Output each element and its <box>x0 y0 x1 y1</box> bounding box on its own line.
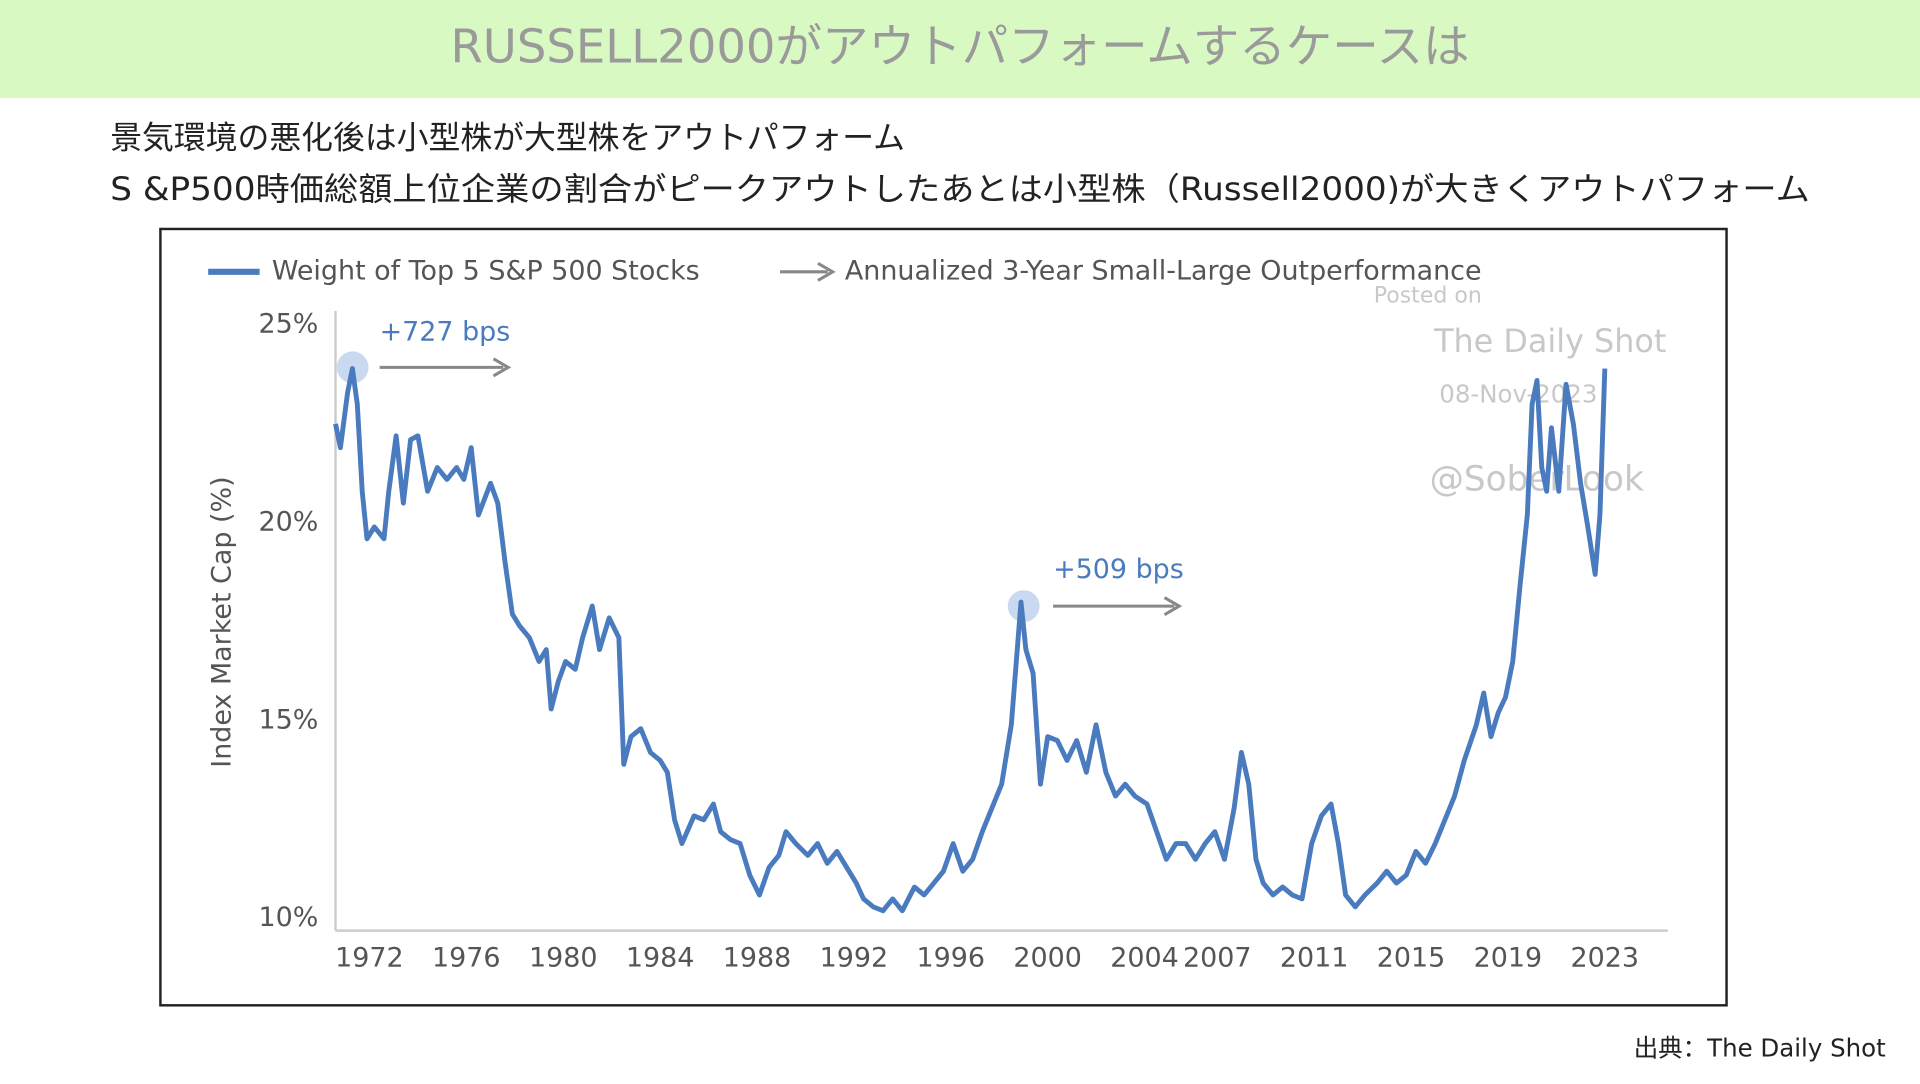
x-tick-label: 1992 <box>820 942 889 973</box>
x-tick-label: 2023 <box>1571 942 1640 973</box>
subtitle: 景気環境の悪化後は小型株が大型株をアウトパフォーム <box>110 119 905 157</box>
x-tick-label: 2007 <box>1183 942 1252 973</box>
y-tick-label: 15% <box>259 704 319 735</box>
title-bar <box>0 0 1920 98</box>
x-tick-label: 1984 <box>626 942 695 973</box>
x-tick-label: 1980 <box>529 942 598 973</box>
annotation: +509 bps <box>1053 554 1184 585</box>
x-tick-label: 1996 <box>917 942 986 973</box>
x-tick-label: 1988 <box>723 942 792 973</box>
x-tick-label: 2015 <box>1377 942 1446 973</box>
legend-label: Annualized 3-Year Small-Large Outperform… <box>845 255 1482 286</box>
x-tick-label: 1972 <box>335 942 404 973</box>
x-tick-label: 2004 <box>1110 942 1179 973</box>
watermark: Posted on <box>1374 283 1482 308</box>
x-tick-label: 2000 <box>1013 942 1082 973</box>
y-tick-label: 20% <box>259 506 319 537</box>
arrow-head <box>492 357 512 378</box>
y-axis-label: Index Market Cap (%) <box>206 476 237 767</box>
data-line <box>333 366 1608 914</box>
annotation: +727 bps <box>380 317 511 348</box>
x-tick-label: 2011 <box>1280 942 1349 973</box>
slide-title: RUSSELL2000がアウトパフォームするケースは <box>450 20 1469 74</box>
arrow-head <box>1163 596 1183 617</box>
subtitle: S &P500時価総額上位企業の割合がピークアウトしたあとは小型株（Russel… <box>110 170 1810 208</box>
watermark: 08-Nov-2023 <box>1439 380 1597 409</box>
source: 出典：The Daily Shot <box>1634 1033 1886 1062</box>
slide-content: RUSSELL2000がアウトパフォームするケースは 景気環境の悪化後は小型株が… <box>0 0 1920 1062</box>
x-tick-label: 2019 <box>1474 942 1543 973</box>
chart-frame <box>159 227 1728 1007</box>
x-tick-label: 1976 <box>432 942 501 973</box>
watermark: The Daily Shot <box>1433 322 1666 360</box>
y-tick-label: 25% <box>259 308 319 339</box>
legend-label: Weight of Top 5 S&P 500 Stocks <box>272 255 700 286</box>
y-tick-label: 10% <box>259 902 319 933</box>
watermark: @SoberLook <box>1430 460 1644 500</box>
arrow-head <box>817 261 836 282</box>
